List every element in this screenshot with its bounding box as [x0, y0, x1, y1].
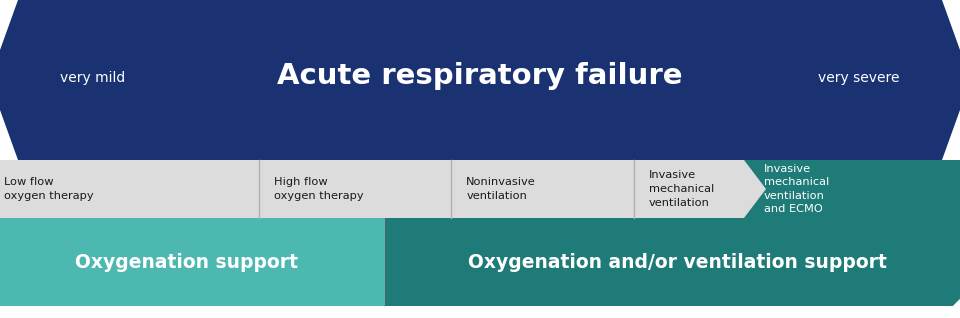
Polygon shape [734, 160, 960, 218]
Polygon shape [0, 160, 766, 218]
Polygon shape [0, 218, 384, 306]
Text: High flow
oxygen therapy: High flow oxygen therapy [275, 177, 364, 201]
Polygon shape [384, 218, 960, 306]
Text: Noninvasive
ventilation: Noninvasive ventilation [467, 177, 536, 201]
Text: Invasive
mechanical
ventilation: Invasive mechanical ventilation [649, 170, 714, 208]
Text: Oxygenation and/or ventilation support: Oxygenation and/or ventilation support [468, 252, 887, 272]
Text: Acute respiratory failure: Acute respiratory failure [277, 62, 683, 90]
Polygon shape [0, 0, 960, 172]
Text: Oxygenation support: Oxygenation support [75, 252, 299, 272]
Text: very severe: very severe [819, 71, 900, 85]
Text: Invasive
mechanical
ventilation
and ECMO: Invasive mechanical ventilation and ECMO [764, 163, 829, 214]
Text: very mild: very mild [60, 71, 125, 85]
Text: Low flow
oxygen therapy: Low flow oxygen therapy [4, 177, 94, 201]
